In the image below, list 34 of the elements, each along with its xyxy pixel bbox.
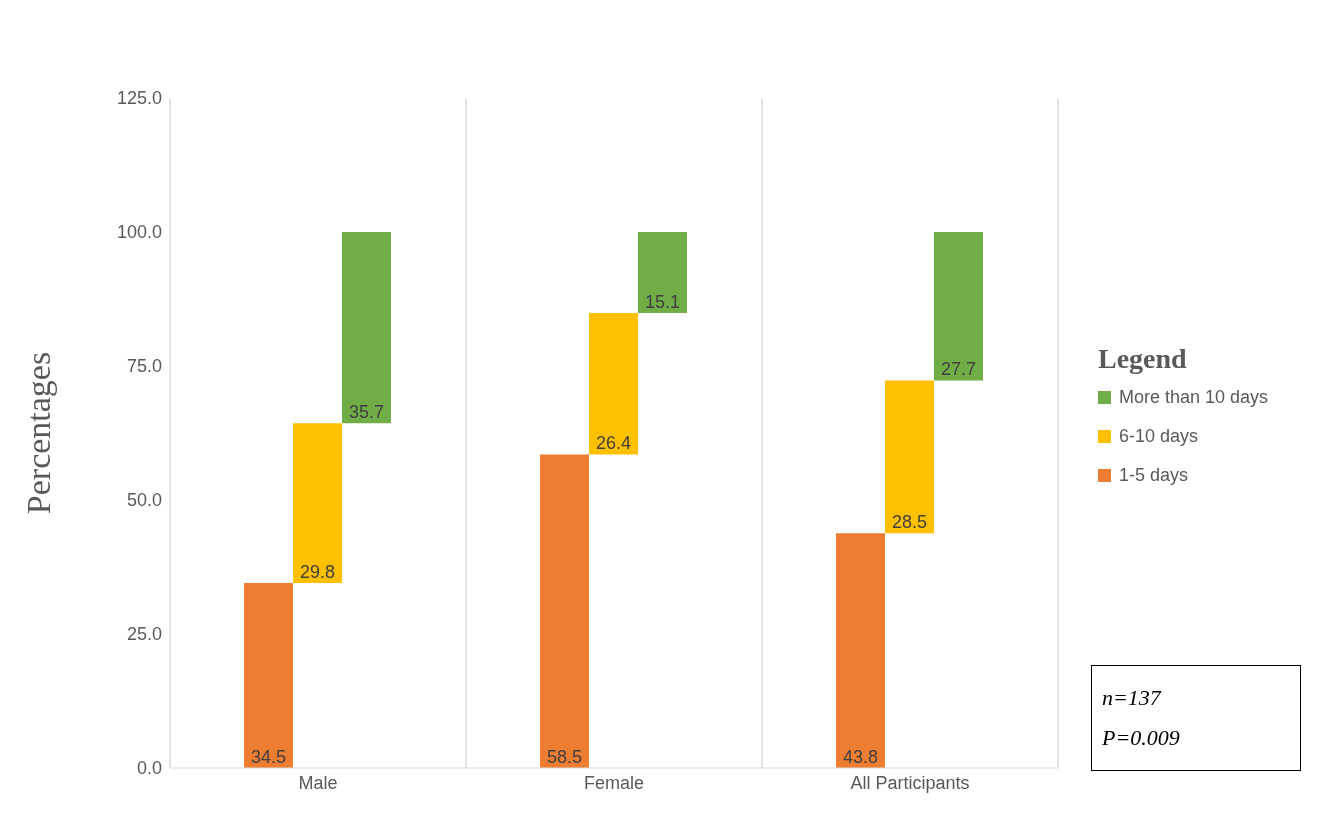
bar [836,533,885,768]
bar [638,232,687,313]
data-label: 34.5 [250,747,287,767]
bar [342,232,391,424]
data-label: 43.8 [842,747,879,767]
y-tick-label: 0.0 [136,758,162,779]
legend-title: Legend [1098,343,1188,375]
data-label: 35.7 [348,402,385,423]
y-tick-label: 50.0 [126,490,162,511]
legend-label: 6-10 days [1119,426,1199,447]
y-tick-label: 75.0 [126,356,162,377]
data-label: 58.5 [546,747,583,767]
y-tick-label: 125.0 [116,88,162,109]
bar [934,232,983,381]
data-label: 27.7 [940,359,977,380]
bar [885,380,934,534]
data-label: 26.4 [595,433,632,454]
bar [293,423,342,584]
y-tick-label: 25.0 [126,624,162,645]
text: P=0.009 [1102,724,1181,752]
x-tick-label: All Participants [850,772,970,793]
data-label: 15.1 [644,291,681,312]
y-tick-label: 100.0 [116,222,162,243]
text: n=137 [1102,684,1163,712]
data-label: 28.5 [891,512,928,533]
bar [589,312,638,455]
legend-label: More than 10 days [1119,387,1269,408]
x-tick-label: Male [298,772,338,793]
legend-label: 1-5 days [1119,465,1189,486]
data-label: 29.8 [299,562,336,583]
x-tick-label: Female [583,772,645,793]
bar [244,583,293,768]
bar [540,454,589,768]
y-axis-title: Percentages [20,351,58,515]
